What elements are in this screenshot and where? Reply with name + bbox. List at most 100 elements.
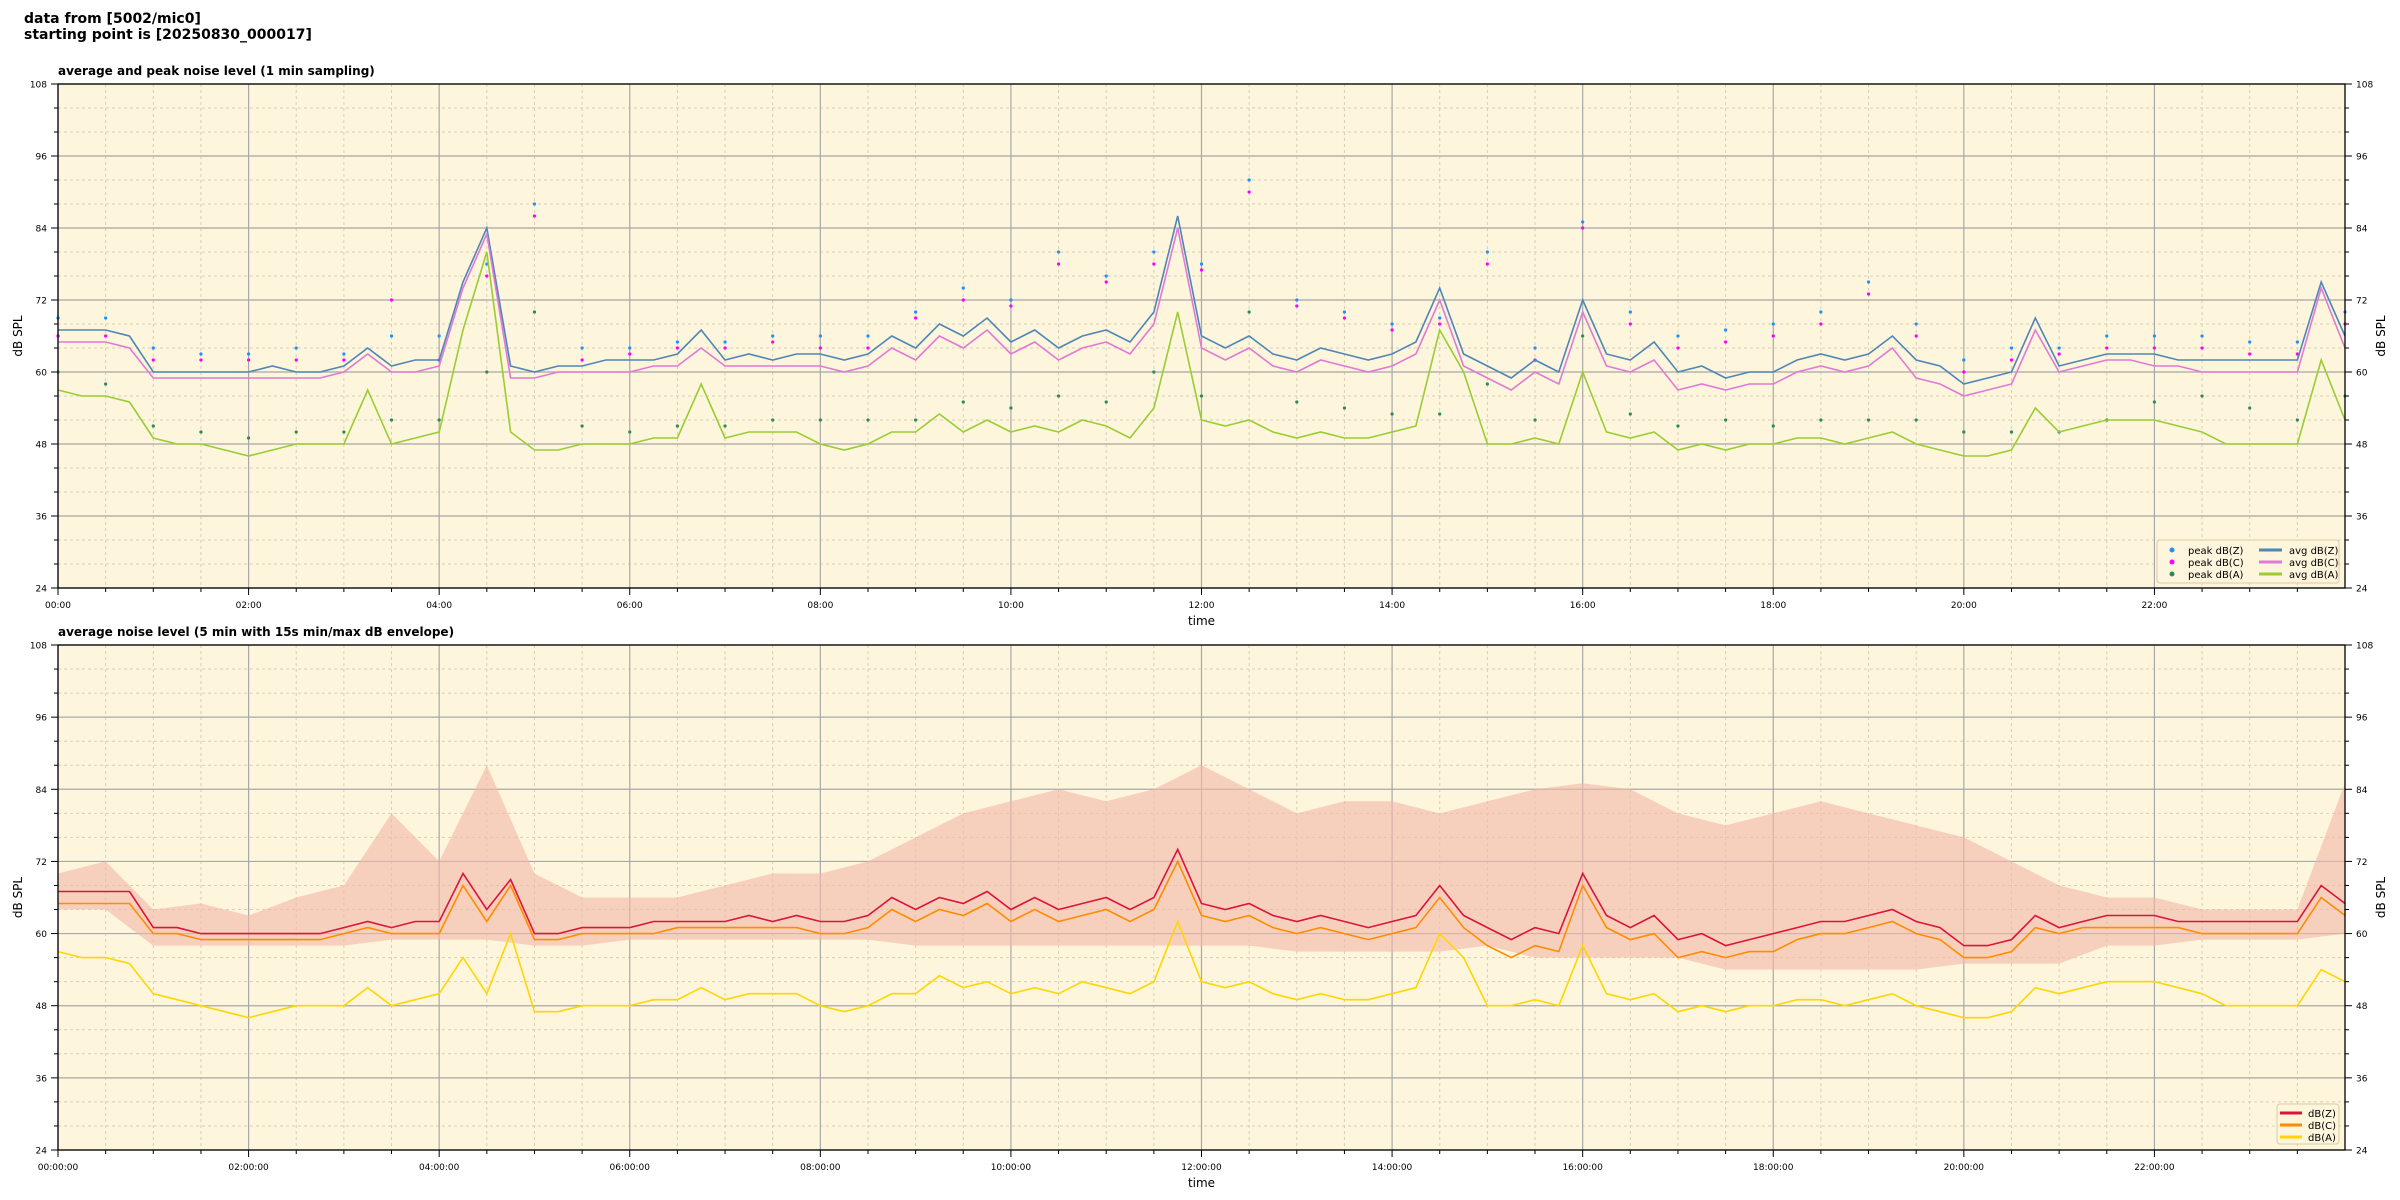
- x-tick-label: 00:00:00: [38, 1163, 79, 1173]
- x-tick-label: 18:00:00: [1753, 1163, 1794, 1173]
- peak-point: [1390, 412, 1394, 416]
- peak-point: [723, 346, 727, 350]
- peak-point: [199, 430, 203, 434]
- y-tick-label-right: 108: [2356, 642, 2373, 652]
- y-axis-label: dB SPL: [11, 877, 25, 919]
- y-tick-label: 72: [36, 858, 47, 868]
- peak-point: [485, 274, 489, 278]
- peak-point: [1581, 220, 1585, 224]
- peak-point: [389, 418, 394, 422]
- peak-point: [961, 298, 965, 302]
- y-tick-label-right: 84: [2356, 786, 2368, 796]
- peak-point: [1247, 178, 1251, 182]
- legend: dB(Z)dB(C)dB(A): [2276, 1103, 2340, 1145]
- peak-point: [1485, 382, 1489, 386]
- y-axis-label-right: dB SPL: [2374, 315, 2388, 357]
- peak-point: [580, 346, 584, 350]
- x-axis-label: time: [1188, 614, 1215, 628]
- peak-point: [1342, 406, 1347, 410]
- peak-point: [866, 418, 870, 422]
- y-tick-label: 84: [36, 786, 48, 796]
- legend: peak dB(Z)peak dB(C)peak dB(A)avg dB(Z)a…: [2156, 539, 2340, 584]
- series-line-dB-C-: [58, 859, 2346, 959]
- y-tick-label: 84: [36, 225, 48, 235]
- peak-point: [1152, 250, 1156, 254]
- y-tick-label: 24: [36, 585, 48, 595]
- peak-point: [1533, 418, 1537, 422]
- y-tick-label-right: 24: [2356, 1147, 2368, 1157]
- peak-point: [1199, 268, 1204, 272]
- peak-point: [914, 310, 918, 314]
- legend-marker: [2169, 571, 2175, 577]
- peak-point: [1295, 400, 1299, 404]
- legend-marker: [2169, 547, 2175, 553]
- peak-point: [628, 346, 632, 350]
- peak-point: [1247, 190, 1251, 194]
- peak-point: [2009, 430, 2014, 434]
- legend-marker: [2169, 559, 2175, 565]
- peak-point: [1485, 250, 1489, 254]
- peak-point: [1962, 370, 1966, 374]
- peak-point: [1914, 334, 1918, 338]
- series-line-dB-A-: [57, 919, 2346, 1019]
- y-tick-label-right: 108: [2356, 81, 2373, 91]
- y-tick-label-right: 60: [2356, 930, 2368, 940]
- x-tick-label: 20:00: [1951, 601, 1977, 611]
- x-axis-label: time: [1188, 1176, 1215, 1190]
- peak-point: [1628, 412, 1632, 416]
- peak-point: [151, 358, 155, 362]
- peak-point: [532, 214, 537, 218]
- peak-point: [1819, 418, 1823, 422]
- peak-point: [1342, 316, 1347, 320]
- series-line-avg-dB-C-: [58, 227, 2346, 397]
- peak-series-peak-dB-Z-: [56, 178, 2347, 362]
- peak-point: [1056, 262, 1061, 266]
- y-tick-label-right: 96: [2356, 153, 2368, 163]
- peak-point: [151, 424, 155, 428]
- peak-point: [246, 358, 251, 362]
- peak-point: [771, 334, 775, 338]
- peak-point: [818, 418, 822, 422]
- peak-point: [1676, 424, 1680, 428]
- legend-label: dB(A): [2308, 1133, 2336, 1144]
- peak-point: [1295, 304, 1299, 308]
- y-tick-label: 96: [36, 153, 48, 163]
- y-tick-label: 60: [36, 930, 48, 940]
- peak-point: [1724, 328, 1728, 332]
- peak-point: [1628, 310, 1632, 314]
- x-tick-label: 22:00:00: [2134, 1163, 2175, 1173]
- peak-point: [818, 334, 822, 338]
- legend-label: dB(C): [2308, 1121, 2336, 1132]
- peak-point: [866, 346, 870, 350]
- peak-point: [1009, 298, 1013, 302]
- peak-point: [1485, 262, 1489, 266]
- x-tick-label: 10:00: [998, 601, 1024, 611]
- peak-point: [2152, 400, 2157, 404]
- peak-point: [1056, 394, 1061, 398]
- peak-point: [1581, 226, 1585, 230]
- peak-point: [1104, 400, 1108, 404]
- series-line-avg-dB-Z-: [58, 215, 2346, 385]
- plot-frame: [57, 644, 2346, 1151]
- peak-point: [2152, 334, 2157, 338]
- peak-point: [2009, 358, 2014, 362]
- peak-point: [1866, 418, 1871, 422]
- peak-point: [1771, 334, 1775, 338]
- series-line-dB-Z-: [58, 847, 2346, 947]
- peak-point: [2200, 394, 2204, 398]
- peak-point: [2057, 346, 2061, 350]
- peak-point: [2295, 418, 2299, 422]
- y-tick-label-right: 60: [2356, 369, 2368, 379]
- peak-point: [1104, 274, 1108, 278]
- peak-point: [675, 346, 679, 350]
- peak-point: [294, 430, 298, 434]
- x-tick-label: 00:00: [45, 601, 71, 611]
- x-tick-label: 14:00: [1379, 601, 1405, 611]
- x-tick-label: 18:00: [1760, 601, 1786, 611]
- peak-point: [1628, 322, 1632, 326]
- legend-label: avg dB(A): [2289, 570, 2339, 581]
- y-tick-label-right: 96: [2356, 714, 2368, 724]
- peak-point: [818, 346, 822, 350]
- y-tick-label-right: 48: [2356, 441, 2368, 451]
- peak-point: [1914, 322, 1918, 326]
